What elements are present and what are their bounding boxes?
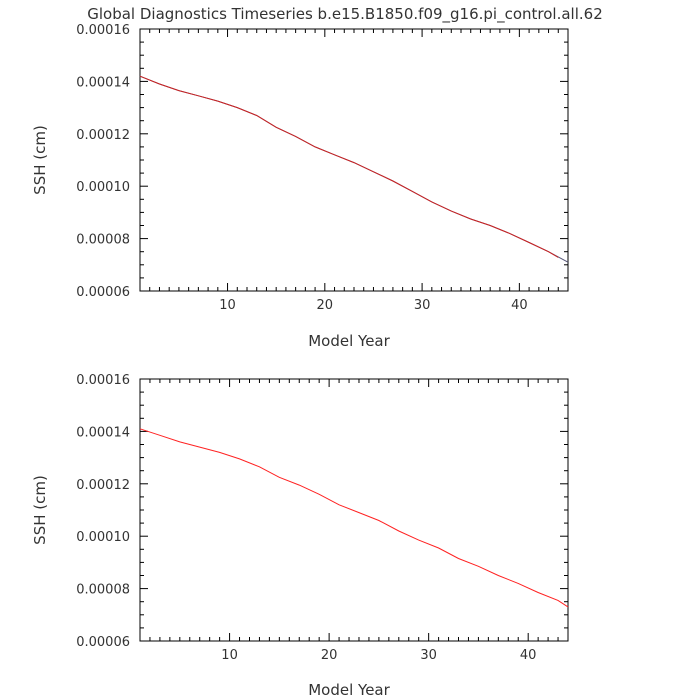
x-tick-label: 20 [321, 648, 338, 663]
x-axis-label: Model Year [308, 681, 390, 699]
x-tick-label: 40 [520, 648, 537, 663]
x-tick-label: 10 [221, 648, 238, 663]
y-tick-label: 0.00010 [76, 530, 130, 545]
x-tick-label: 30 [414, 298, 431, 313]
series-line-1 [139, 428, 569, 608]
chart-panel-2: 10 20 30 40 0.00006 0.00008 0.00010 0.00012 0.00… [31, 373, 569, 699]
y-tick-label: 0.00006 [76, 285, 130, 300]
x-tick-label: 10 [219, 298, 236, 313]
y-tick-label: 0.00008 [76, 583, 130, 598]
y-tick-label: 0.00012 [76, 128, 130, 143]
y-tick-label: 0.00010 [76, 180, 130, 195]
y-axis-label: SSH (cm) [31, 475, 49, 545]
plot-frame [139, 28, 569, 292]
y-tick-label: 0.00006 [76, 635, 130, 650]
y-tick-label: 0.00016 [76, 373, 130, 388]
figure-title: Global Diagnostics Timeseries b.e15.B185… [87, 5, 603, 24]
x-axis-label: Model Year [308, 332, 390, 350]
x-tick-label: 20 [317, 298, 334, 313]
series-line-1 [139, 75, 569, 263]
chart-panel-1: 10 20 30 40 0.00006 0.00008 0.00010 0.00012 0.00… [31, 23, 569, 350]
series-line-2 [139, 75, 559, 258]
y-axis-label: SSH (cm) [31, 125, 49, 195]
y-tick-label: 0.00008 [76, 233, 130, 248]
y-tick-label: 0.00014 [76, 75, 130, 90]
x-tick-label: 40 [511, 298, 528, 313]
plot-frame [139, 378, 569, 642]
y-tick-label: 0.00014 [76, 425, 130, 440]
x-tick-label: 30 [420, 648, 437, 663]
y-tick-label: 0.00012 [76, 478, 130, 493]
y-tick-label: 0.00016 [76, 23, 130, 38]
